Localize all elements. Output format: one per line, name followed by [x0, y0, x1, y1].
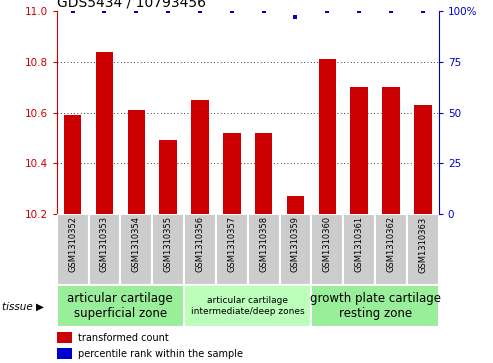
Bar	[191, 100, 209, 214]
Bar	[223, 133, 241, 214]
Bar	[414, 105, 431, 214]
Point	[323, 8, 331, 14]
Point	[260, 8, 268, 14]
Point	[196, 8, 204, 14]
Text: tissue ▶: tissue ▶	[2, 302, 44, 312]
Text: GSM1310355: GSM1310355	[164, 216, 173, 272]
Text: GSM1310356: GSM1310356	[195, 216, 205, 272]
Bar	[382, 87, 400, 214]
Text: percentile rank within the sample: percentile rank within the sample	[78, 349, 243, 359]
Bar	[216, 214, 247, 285]
Bar	[57, 285, 184, 327]
Bar	[343, 214, 375, 285]
Text: articular cartilage
intermediate/deep zones: articular cartilage intermediate/deep zo…	[191, 296, 305, 315]
Point	[132, 8, 140, 14]
Text: GSM1310363: GSM1310363	[419, 216, 427, 273]
Text: GSM1310353: GSM1310353	[100, 216, 109, 272]
Bar	[287, 196, 304, 214]
Text: GSM1310354: GSM1310354	[132, 216, 141, 272]
Bar	[312, 214, 343, 285]
Bar	[184, 214, 216, 285]
Bar	[184, 285, 312, 327]
Bar	[318, 59, 336, 214]
Bar	[280, 214, 312, 285]
Point	[387, 8, 395, 14]
Bar	[96, 52, 113, 214]
Bar	[89, 214, 120, 285]
Text: growth plate cartilage
resting zone: growth plate cartilage resting zone	[310, 292, 441, 320]
Text: GSM1310359: GSM1310359	[291, 216, 300, 272]
Text: articular cartilage
superficial zone: articular cartilage superficial zone	[68, 292, 173, 320]
Bar	[64, 115, 81, 214]
Point	[228, 8, 236, 14]
Bar	[351, 87, 368, 214]
Text: GDS5434 / 10793456: GDS5434 / 10793456	[57, 0, 206, 10]
Bar	[312, 285, 439, 327]
Point	[69, 8, 76, 14]
Point	[419, 8, 427, 14]
Text: GSM1310352: GSM1310352	[68, 216, 77, 272]
Point	[355, 8, 363, 14]
Bar	[375, 214, 407, 285]
Point	[291, 14, 299, 20]
Text: GSM1310362: GSM1310362	[387, 216, 395, 272]
Text: GSM1310357: GSM1310357	[227, 216, 236, 272]
Point	[164, 8, 172, 14]
Bar	[128, 110, 145, 214]
Bar	[159, 140, 177, 214]
Text: transformed count: transformed count	[78, 333, 169, 343]
Bar	[255, 133, 273, 214]
Text: GSM1310361: GSM1310361	[354, 216, 364, 272]
Bar	[57, 214, 89, 285]
Bar	[57, 332, 72, 343]
Text: GSM1310358: GSM1310358	[259, 216, 268, 272]
Bar	[407, 214, 439, 285]
Bar	[152, 214, 184, 285]
Bar	[247, 214, 280, 285]
Bar	[57, 348, 72, 359]
Text: GSM1310360: GSM1310360	[323, 216, 332, 272]
Bar	[120, 214, 152, 285]
Point	[101, 8, 108, 14]
